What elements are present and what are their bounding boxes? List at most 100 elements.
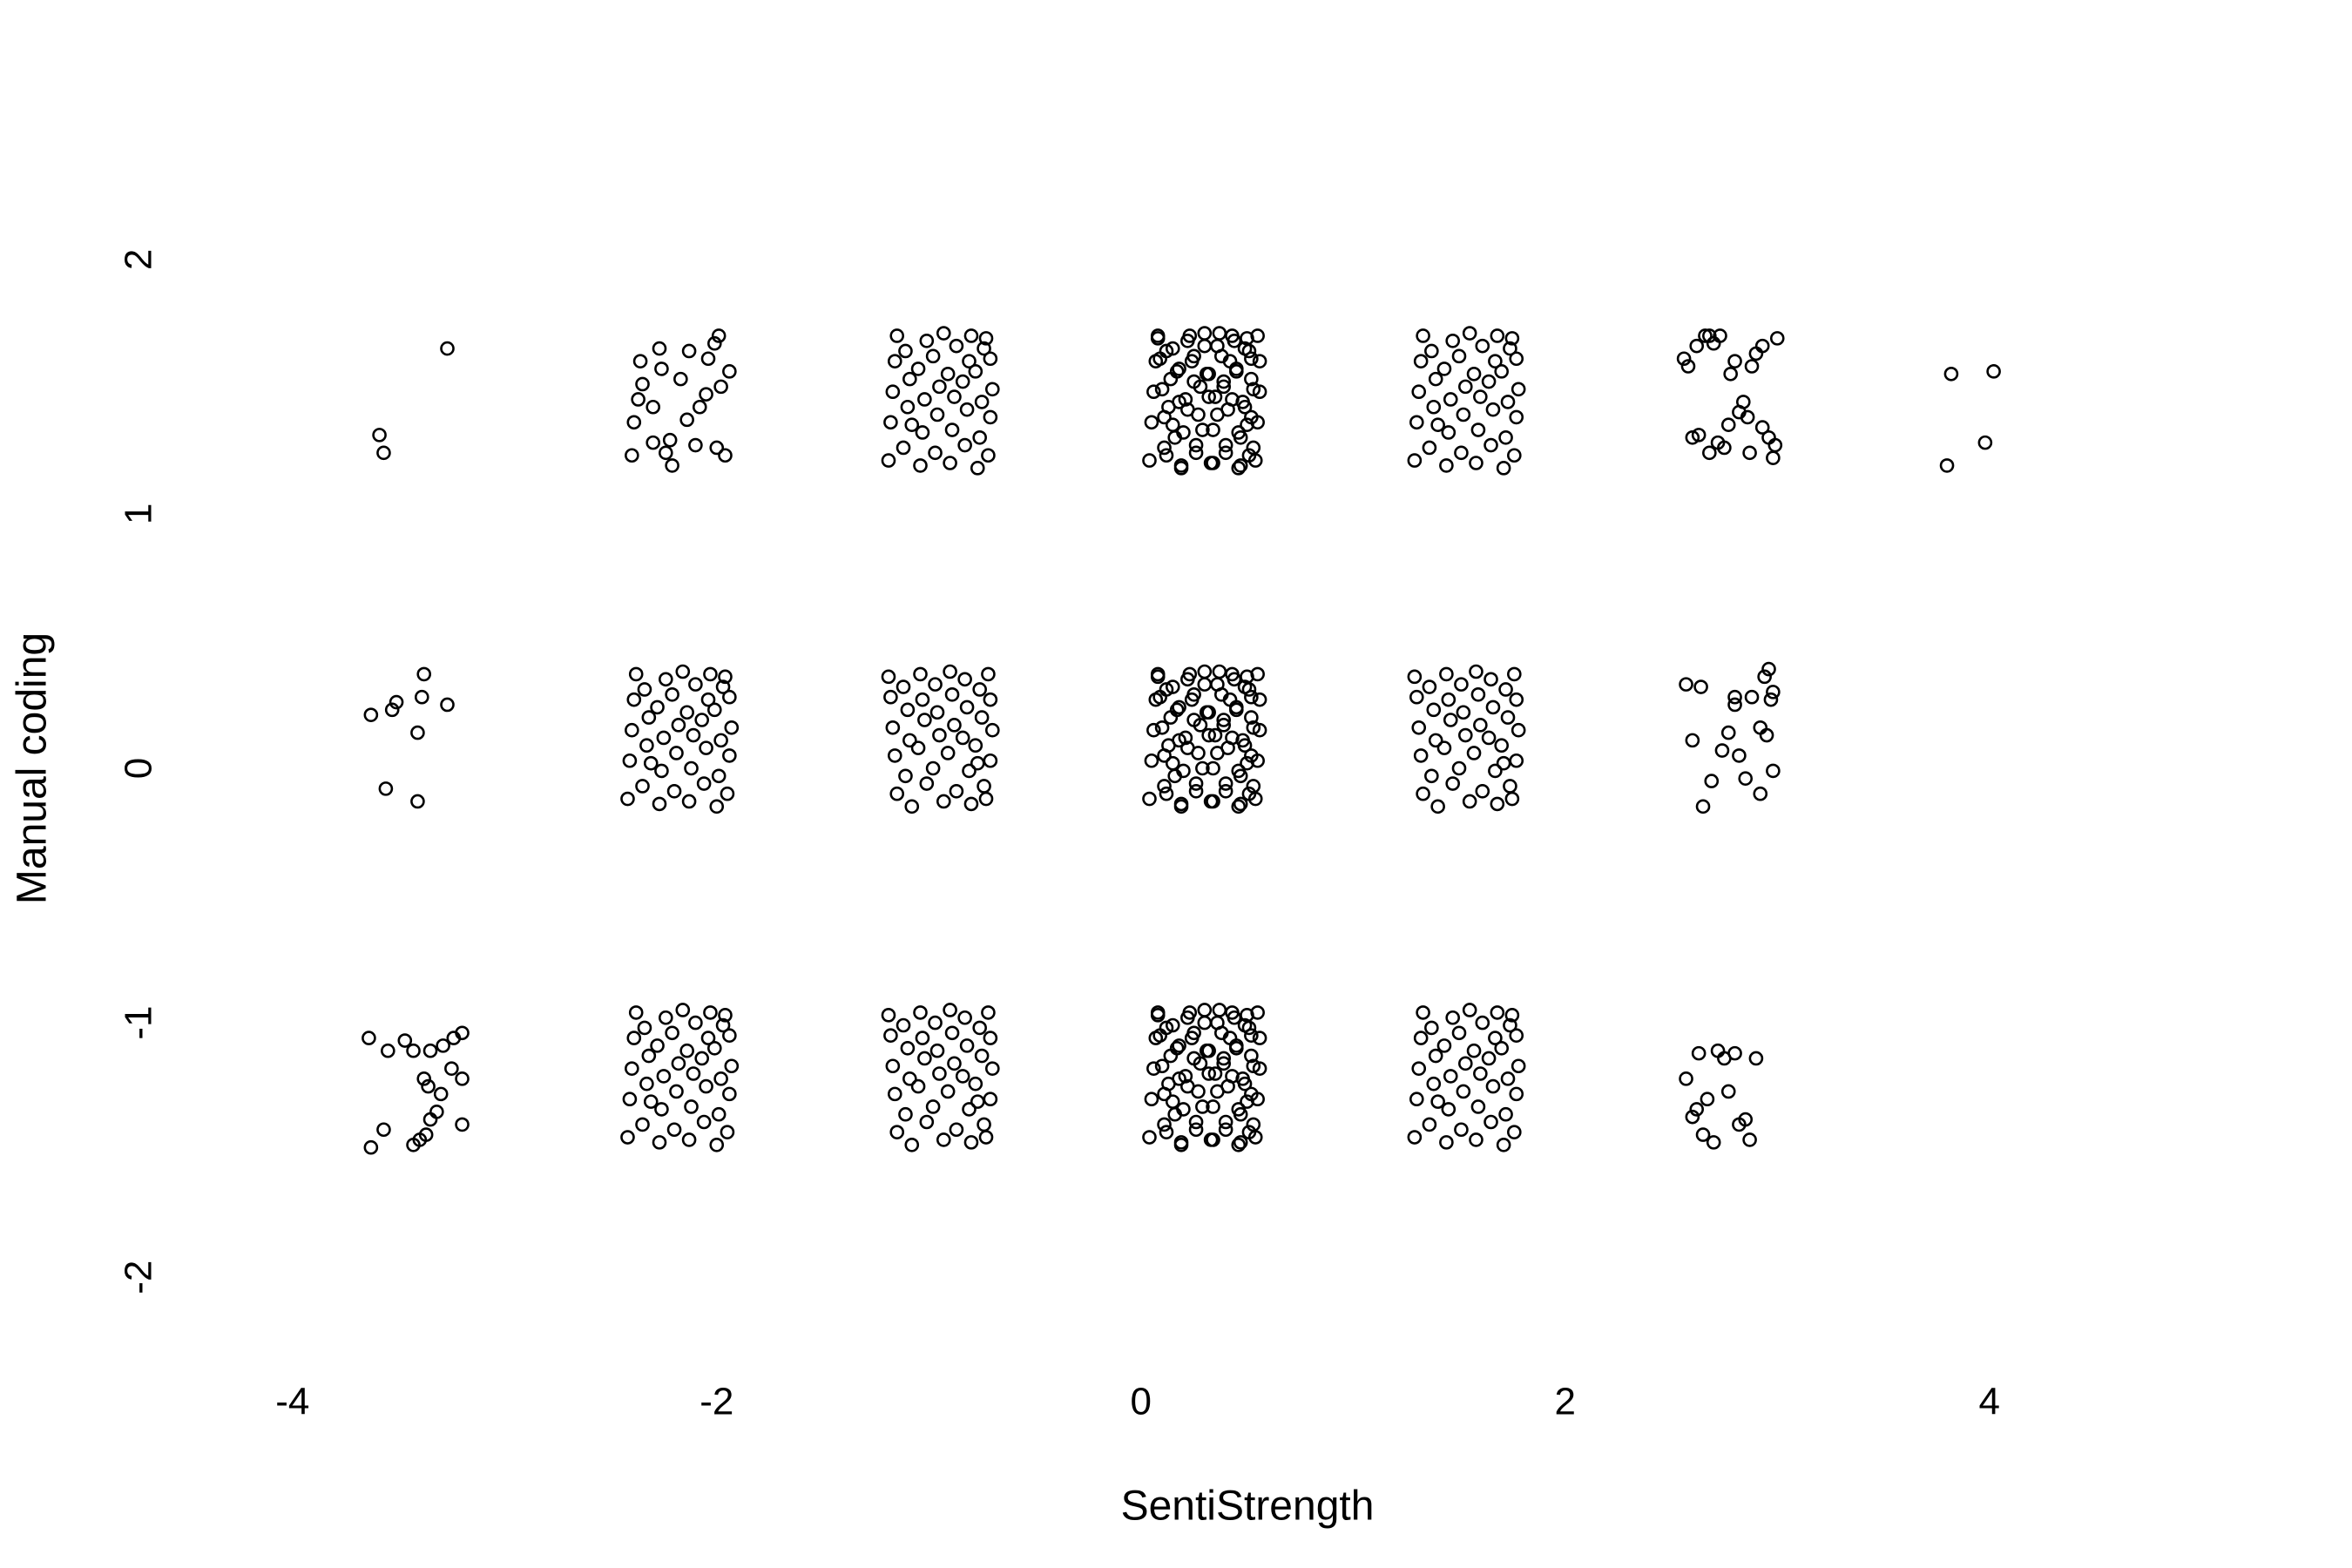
point — [720, 1125, 735, 1139]
point — [376, 1122, 391, 1138]
point — [622, 1092, 638, 1107]
point — [1691, 1045, 1707, 1061]
point — [1241, 343, 1257, 359]
point — [904, 799, 920, 814]
point — [972, 1020, 987, 1036]
point — [1165, 679, 1180, 694]
point — [1246, 720, 1261, 735]
point — [637, 682, 652, 697]
y-tick-label: 0 — [118, 758, 160, 779]
point — [675, 664, 691, 679]
point — [1430, 417, 1445, 432]
point — [1485, 700, 1501, 715]
point — [963, 1135, 979, 1150]
point — [1199, 366, 1214, 382]
point — [1766, 763, 1781, 779]
point — [883, 689, 898, 705]
point — [1458, 727, 1473, 743]
point — [362, 1031, 376, 1045]
point — [639, 1076, 654, 1092]
point — [1445, 776, 1460, 791]
point — [1216, 718, 1232, 733]
point — [455, 1117, 470, 1132]
point — [902, 371, 917, 387]
point — [1216, 1051, 1232, 1066]
point — [681, 1132, 697, 1147]
point — [896, 1017, 911, 1033]
point — [1233, 796, 1248, 812]
point — [1439, 666, 1454, 682]
point — [709, 799, 725, 814]
point — [1172, 362, 1186, 376]
point — [981, 666, 996, 682]
point — [1212, 326, 1227, 341]
point — [1466, 1043, 1482, 1058]
point — [1247, 1130, 1263, 1145]
point — [1225, 392, 1240, 407]
point — [959, 402, 975, 417]
point — [1216, 374, 1232, 389]
point — [963, 796, 979, 812]
point — [1207, 1066, 1223, 1081]
point — [1142, 453, 1157, 468]
point — [1229, 700, 1244, 715]
point — [1152, 351, 1167, 367]
point — [1227, 672, 1242, 687]
point — [887, 748, 902, 763]
point — [1244, 1028, 1259, 1043]
point — [1169, 364, 1185, 379]
point — [1409, 1092, 1424, 1107]
point — [635, 1117, 650, 1132]
point — [947, 389, 962, 404]
point — [1500, 395, 1516, 409]
point — [1210, 407, 1225, 422]
point — [885, 1058, 901, 1074]
point — [1691, 428, 1707, 443]
point — [1159, 786, 1174, 801]
point — [1748, 1051, 1764, 1066]
point — [1182, 666, 1198, 682]
point — [1206, 760, 1220, 776]
point — [1766, 450, 1781, 465]
point — [620, 791, 635, 807]
point — [944, 422, 960, 437]
point — [940, 366, 956, 382]
point — [913, 1005, 928, 1020]
point — [625, 1061, 639, 1076]
point — [1225, 730, 1240, 746]
point — [681, 343, 697, 359]
point — [915, 1031, 930, 1045]
point — [699, 387, 713, 402]
point — [1165, 1017, 1180, 1033]
point — [1744, 359, 1760, 374]
point — [1172, 1038, 1186, 1053]
point — [422, 1112, 438, 1127]
point — [1509, 409, 1524, 425]
point — [1484, 437, 1498, 453]
point — [1481, 1051, 1497, 1066]
point — [1154, 720, 1170, 735]
point — [703, 1005, 718, 1020]
point — [1212, 664, 1227, 679]
point — [1227, 333, 1242, 348]
point — [1144, 753, 1159, 768]
point — [1458, 1056, 1473, 1071]
point — [1252, 692, 1267, 707]
point — [1456, 705, 1471, 720]
x-tick-label: -2 — [700, 1381, 733, 1423]
point — [1428, 733, 1443, 748]
point — [389, 694, 404, 710]
point — [669, 746, 684, 760]
point — [957, 672, 972, 687]
point — [925, 348, 941, 364]
point — [1186, 713, 1201, 727]
point — [940, 746, 956, 760]
point — [711, 768, 727, 784]
point — [654, 763, 669, 779]
point — [1172, 395, 1186, 409]
point — [1195, 760, 1210, 776]
point — [983, 409, 998, 425]
point — [1157, 748, 1172, 763]
point — [1206, 794, 1220, 809]
